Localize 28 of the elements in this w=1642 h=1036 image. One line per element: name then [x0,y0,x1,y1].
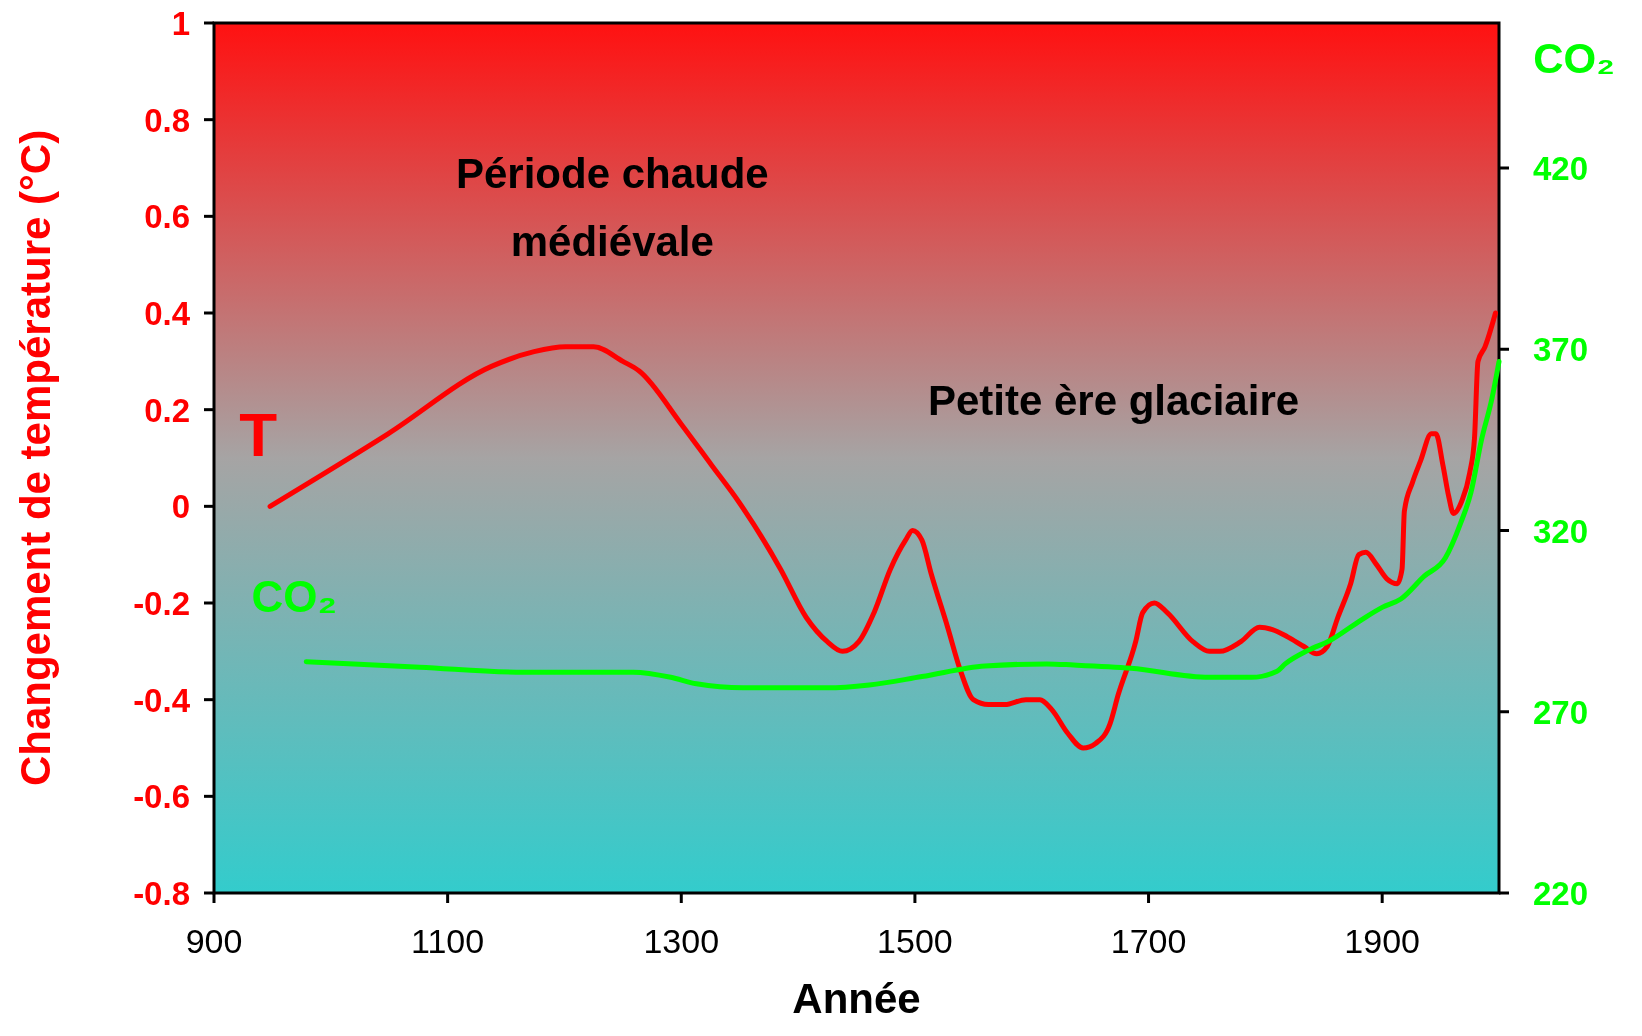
y-tick-label: 0.4 [144,295,191,332]
y-axis-title: Changement de température (°C) [12,129,59,787]
y-tick-label: -0.6 [133,778,190,816]
y-tick-label: -0.8 [133,875,190,912]
y-tick-label: 0.8 [144,101,190,139]
y-tick-label: -0.2 [133,585,190,622]
y-tick-label: 0.6 [144,198,190,236]
y-tick-label: -0.4 [133,681,191,719]
y2-tick-label: 370 [1533,331,1589,369]
y2-tick-label: 270 [1533,693,1589,731]
x-tick-label: 1100 [411,922,485,960]
x-tick-label: 1900 [1344,922,1420,960]
x-tick-label: 900 [185,922,243,960]
annotation: Petite ère glaciaire [927,376,1300,424]
x-tick-label: 1300 [643,922,720,960]
y2-axis-title: CO₂ [1533,35,1615,82]
x-axis-title: Année [792,975,921,1022]
y2-tick-label: 220 [1533,875,1589,912]
y-tick-label: 0 [171,488,190,526]
annotation: Période chaude médiévale [455,150,769,266]
x-tick-label: 1700 [1110,922,1187,960]
x-tick-label: 1500 [877,922,953,960]
y-tick-label: 0.2 [144,391,190,429]
series-label: T [239,400,278,470]
y2-tick-label: 320 [1533,512,1589,550]
y2-tick-label: 420 [1533,150,1589,187]
y-tick-label: 1 [171,5,190,42]
series-label: CO₂ [251,571,338,621]
